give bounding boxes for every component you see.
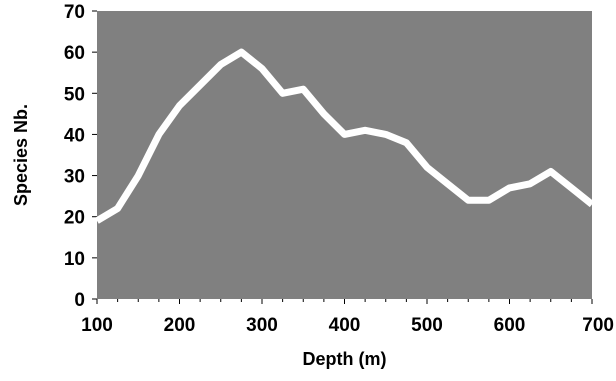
- x-tick-label: 300: [246, 315, 278, 336]
- x-tick-label: 500: [411, 315, 443, 336]
- y-tick-label: 0: [74, 290, 85, 311]
- x-tick-label: 600: [494, 315, 526, 336]
- y-axis: 0 10 20 30 40 50 60 70: [64, 2, 97, 311]
- y-tick-label: 60: [64, 43, 85, 64]
- y-tick-label: 30: [64, 167, 85, 188]
- y-tick-label: 20: [64, 208, 85, 229]
- plot-area: [97, 11, 592, 299]
- x-tick-label: 700: [582, 315, 614, 336]
- y-tick-label: 70: [64, 2, 85, 23]
- y-tick-label: 50: [64, 84, 85, 105]
- y-tick-label: 10: [64, 249, 85, 270]
- series-line: [95, 48, 595, 224]
- x-tick-label: 100: [81, 315, 113, 336]
- x-axis-label: Depth (m): [303, 349, 387, 369]
- x-tick-label: 200: [164, 315, 196, 336]
- x-tick-label: 400: [329, 315, 361, 336]
- x-axis: 100 200 300 400 500 600 700: [81, 299, 614, 336]
- y-tick-label: 40: [64, 125, 85, 146]
- y-axis-label: Species Nb.: [11, 104, 31, 206]
